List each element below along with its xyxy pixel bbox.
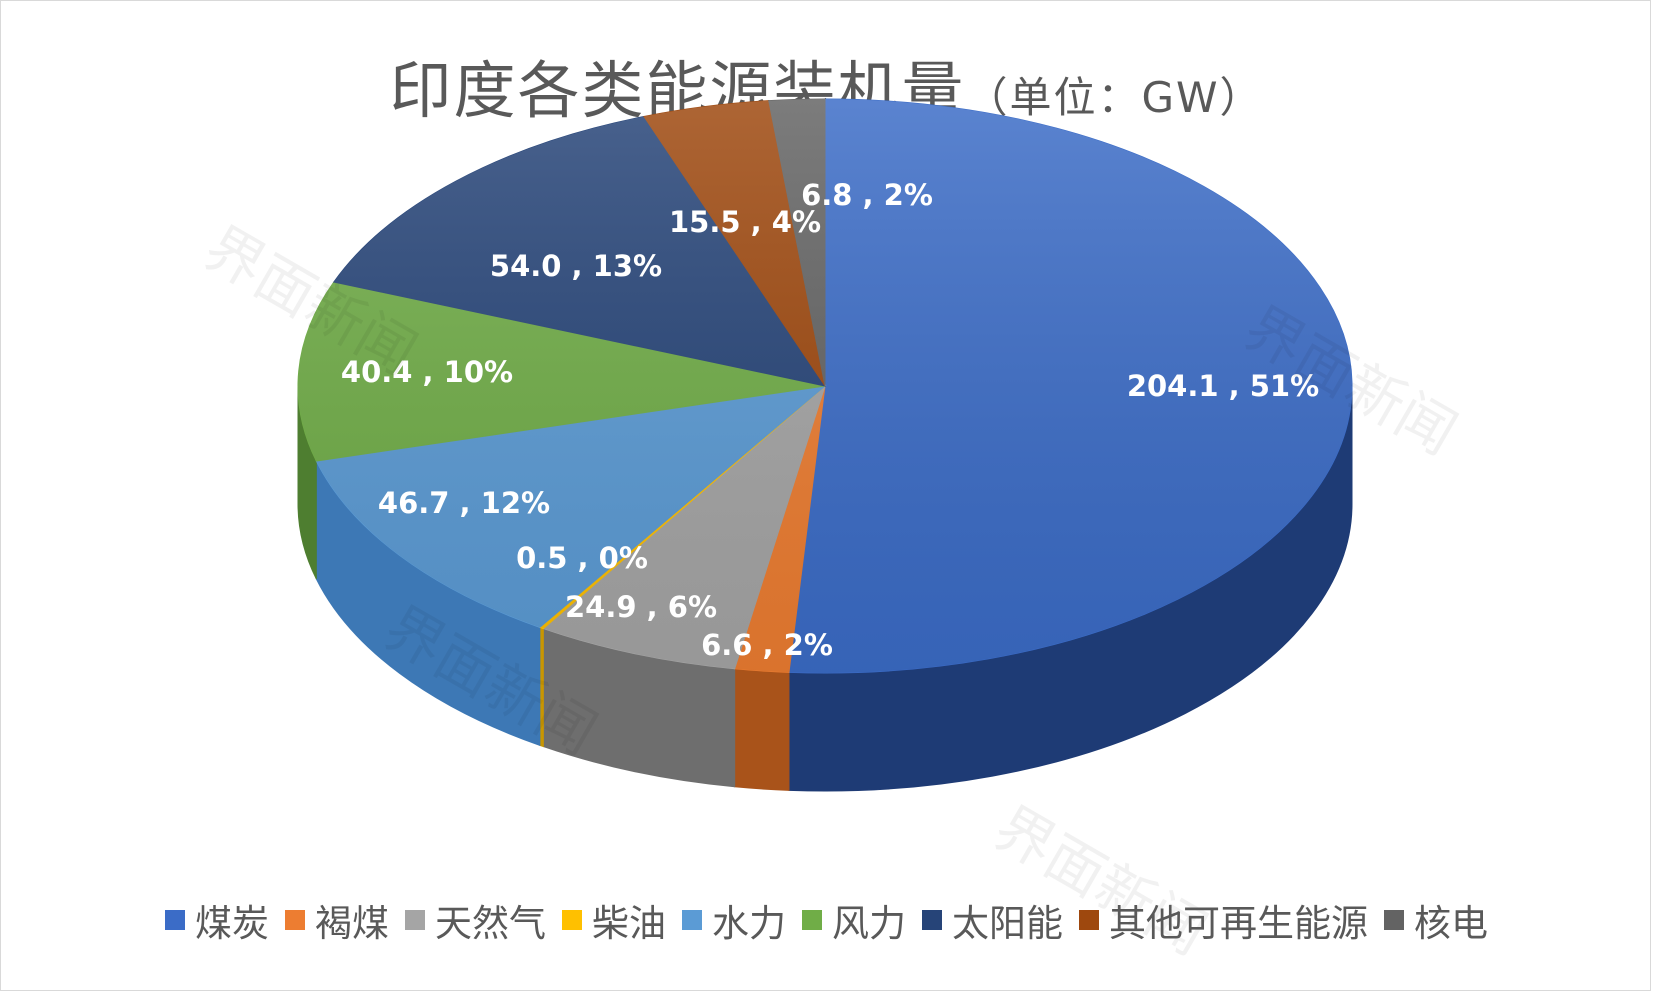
legend-item-风力: 风力	[802, 893, 906, 947]
slice-其他可再生能源-data-label: 15.5 , 4%	[669, 205, 821, 239]
legend-swatch	[922, 910, 942, 930]
legend-swatch	[405, 910, 425, 930]
legend-swatch	[682, 910, 702, 930]
legend-swatch	[1384, 910, 1404, 930]
pie-top-shading	[298, 99, 1352, 673]
legend-label: 褐煤	[315, 902, 389, 945]
legend-item-其他可再生能源: 其他可再生能源	[1079, 893, 1368, 947]
slice-柴油-data-label: 0.5 , 0%	[516, 541, 648, 575]
legend-item-柴油: 柴油	[562, 893, 666, 947]
legend-item-太阳能: 太阳能	[922, 893, 1063, 947]
legend-swatch	[1079, 910, 1099, 930]
slice-褐煤-data-label: 6.6 , 2%	[701, 628, 833, 662]
slice-太阳能-data-label: 54.0 , 13%	[490, 249, 662, 283]
slice-天然气-data-label: 24.9 , 6%	[565, 590, 717, 624]
legend-label: 水力	[712, 902, 786, 945]
pie-tops	[297, 98, 1353, 674]
slice-水力-data-label: 46.7 , 12%	[378, 486, 550, 520]
pie-sides	[297, 385, 1353, 792]
legend-label: 风力	[832, 902, 906, 945]
slice-褐煤-side	[734, 668, 790, 791]
legend-swatch	[165, 910, 185, 930]
slice-煤炭-data-label: 204.1 , 51%	[1127, 369, 1319, 403]
legend-label: 柴油	[592, 902, 666, 945]
legend-swatch	[802, 910, 822, 930]
pie-data-labels: 204.1 , 51% 6.6 , 2% 24.9 , 6% 0.5 , 0% 46.7…	[341, 178, 1319, 662]
legend-swatch	[562, 910, 582, 930]
legend-item-褐煤: 褐煤	[285, 893, 389, 947]
legend-label: 太阳能	[952, 902, 1063, 945]
legend-swatch	[285, 910, 305, 930]
legend-item-核电: 核电	[1384, 893, 1488, 947]
slice-核电-data-label: 6.8 , 2%	[801, 178, 933, 212]
slice-风力-data-label: 40.4 , 10%	[341, 355, 513, 389]
legend-label: 其他可再生能源	[1109, 902, 1368, 945]
title-unit: （单位：GW）	[965, 73, 1264, 122]
legend-label: 天然气	[435, 902, 546, 945]
legend-item-水力: 水力	[682, 893, 786, 947]
legend-item-天然气: 天然气	[405, 893, 546, 947]
legend: 煤炭 褐煤 天然气 柴油 水力 风力 太阳能 其他可再生能源 核电	[0, 893, 1653, 947]
legend-label: 核电	[1414, 902, 1488, 945]
legend-label: 煤炭	[195, 902, 269, 945]
legend-item-煤炭: 煤炭	[165, 893, 269, 947]
